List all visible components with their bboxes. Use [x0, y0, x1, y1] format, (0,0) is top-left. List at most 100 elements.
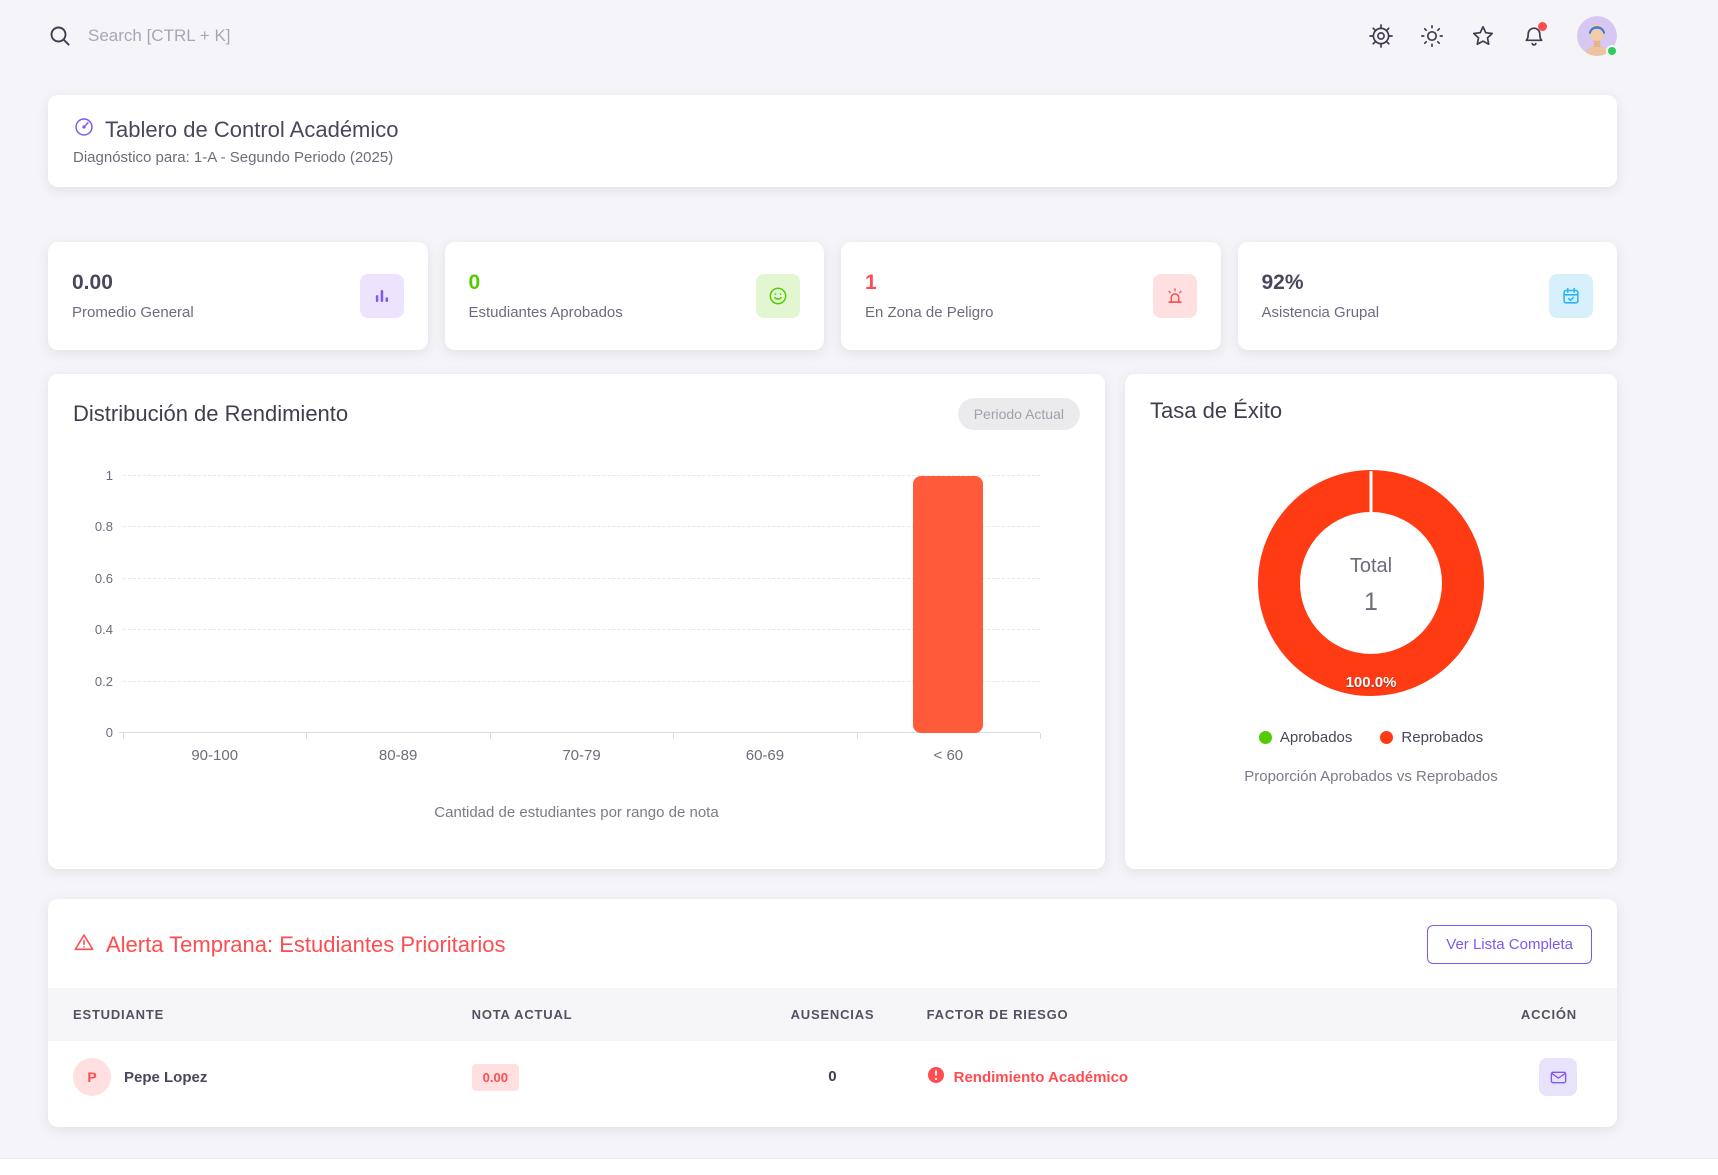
y-axis-tick-label: 0	[105, 725, 113, 740]
axis-tick	[673, 733, 675, 739]
warning-triangle-icon	[73, 931, 95, 959]
grade-badge: 0.00	[471, 1063, 519, 1091]
footer-strip	[0, 1159, 1718, 1175]
performance-chart-card: Distribución de Rendimiento Periodo Actu…	[48, 374, 1105, 869]
bar-slot	[490, 476, 673, 733]
smiley-icon	[756, 274, 800, 318]
star-icon[interactable]	[1471, 24, 1495, 48]
donut-center-value: 1	[1364, 587, 1378, 616]
x-axis-labels: 90-100 80-89 70-79 60-69 < 60	[123, 747, 1040, 764]
col-nota-actual: Nota Actual	[471, 1007, 573, 1022]
bar-chart: 0 0.2 0.4 0.6 0.8 1 90-100 80-89 70-79 60-69 < 60	[83, 468, 1041, 764]
y-axis-tick-label: 1	[105, 468, 113, 483]
axis-tick	[856, 733, 858, 739]
search-input[interactable]	[88, 26, 428, 46]
col-accion: Acción	[1520, 1007, 1577, 1022]
stat-card-asistencia: 92% Asistencia Grupal	[1237, 242, 1617, 350]
bar-slot	[857, 476, 1040, 733]
charts-row: Distribución de Rendimiento Periodo Actu…	[48, 374, 1617, 869]
stat-value: 0.00	[72, 271, 113, 294]
gridline	[123, 577, 1040, 579]
notifications-bell-icon[interactable]	[1522, 22, 1547, 48]
col-estudiante: Estudiante	[73, 1007, 165, 1022]
topbar-actions	[1369, 16, 1618, 57]
search-icon[interactable]	[48, 24, 72, 48]
settings-gear-icon[interactable]	[1369, 24, 1393, 48]
bar-slot	[673, 476, 856, 733]
global-search[interactable]	[48, 24, 428, 48]
priority-students-table: Estudiante Nota Actual Ausencias Factor …	[48, 988, 1617, 1113]
table-row[interactable]: P Pepe Lopez 0.00 0	[48, 1041, 1617, 1113]
bar-slot	[306, 476, 489, 733]
bar	[913, 476, 984, 733]
axis-tick	[489, 733, 491, 739]
alert-title: Alerta Temprana: Estudiantes Prioritario…	[106, 931, 506, 957]
gauge-icon	[73, 116, 95, 143]
y-axis-tick-label: 0.4	[94, 622, 113, 638]
stat-card-peligro: 1 En Zona de Peligro	[841, 242, 1221, 350]
donut-chart: Total 1 100.0%	[1256, 468, 1486, 703]
calendar-check-icon	[1549, 274, 1593, 318]
absences-value: 0	[828, 1068, 837, 1085]
student-avatar: P	[73, 1058, 111, 1096]
stat-value: 1	[865, 271, 877, 294]
stat-card-promedio: 0.00 Promedio General	[48, 242, 428, 350]
gridline	[123, 475, 1040, 476]
period-badge: Periodo Actual	[957, 398, 1080, 430]
page-subtitle: Diagnóstico para: 1-A - Segundo Periodo …	[73, 149, 394, 166]
send-mail-button[interactable]	[1539, 1058, 1577, 1096]
legend-dot-red	[1380, 731, 1394, 744]
early-alert-card: Alerta Temprana: Estudiantes Prioritario…	[48, 899, 1617, 1127]
risk-factor-label: Rendimiento Académico	[953, 1068, 1129, 1086]
col-ausencias: Ausencias	[790, 1007, 875, 1022]
bars-layer	[123, 476, 1040, 733]
x-axis-category-label: 70-79	[562, 747, 601, 764]
y-axis-tick-label: 0.6	[94, 570, 113, 586]
y-axis-tick-label: 0.8	[94, 519, 113, 535]
stat-label: Asistencia Grupal	[1261, 304, 1380, 321]
chart-title: Distribución de Rendimiento	[73, 401, 349, 426]
stat-label: En Zona de Peligro	[865, 304, 994, 321]
legend-dot-green	[1258, 731, 1272, 744]
gridline	[123, 629, 1040, 631]
donut-percent-label: 100.0%	[1345, 674, 1397, 691]
legend-label: Aprobados	[1279, 729, 1353, 746]
dashboard-page: Tablero de Control Académico Diagnóstico…	[48, 16, 1618, 1127]
bar-chart-icon	[359, 274, 404, 318]
stat-label: Promedio General	[72, 304, 194, 321]
legend-label: Reprobados	[1401, 729, 1484, 746]
donut-center-label: Total	[1349, 554, 1393, 577]
axis-tick	[1040, 733, 1041, 739]
chart-caption: Cantidad de estudiantes por rango de not…	[434, 804, 719, 821]
siren-icon	[1152, 274, 1197, 318]
page-header-card: Tablero de Control Académico Diagnóstico…	[48, 95, 1617, 187]
x-axis-category-label: 80-89	[378, 747, 418, 764]
view-full-list-button[interactable]: Ver Lista Completa	[1427, 925, 1592, 964]
page-title: Tablero de Control Académico	[105, 116, 399, 142]
x-axis-category-label: 90-100	[191, 747, 239, 764]
donut-center: Total 1	[1256, 468, 1486, 703]
bar-slot	[123, 476, 306, 733]
donut-legend: Aprobados Reprobados	[1150, 729, 1592, 746]
axis-tick	[306, 733, 308, 739]
donut-caption: Proporción Aprobados vs Reprobados	[1244, 768, 1498, 785]
x-axis-category-label: < 60	[933, 747, 964, 764]
bar-plot: 0 0.2 0.4 0.6 0.8 1	[95, 468, 1041, 740]
theme-sun-icon[interactable]	[1420, 24, 1444, 48]
online-status-dot	[1606, 45, 1618, 57]
alert-circle-icon	[927, 1066, 945, 1088]
legend-item-reprobados[interactable]: Reprobados	[1380, 729, 1483, 746]
x-axis-category-label: 60-69	[745, 747, 785, 764]
legend-item-aprobados[interactable]: Aprobados	[1258, 729, 1353, 746]
success-rate-card: Tasa de Éxito Total 1 100.0% Aprobados	[1125, 374, 1617, 869]
donut-title: Tasa de Éxito	[1150, 398, 1283, 423]
stat-card-aprobados: 0 Estudiantes Aprobados	[444, 242, 824, 350]
stat-value: 0	[468, 271, 481, 294]
axis-tick	[123, 733, 124, 739]
table-header-row: Estudiante Nota Actual Ausencias Factor …	[48, 988, 1617, 1041]
alert-title-row: Alerta Temprana: Estudiantes Prioritario…	[73, 931, 505, 959]
stats-row: 0.00 Promedio General 0 Estudiantes Apro…	[48, 242, 1617, 350]
x-axis-line	[119, 732, 1040, 733]
gridline	[123, 680, 1040, 682]
user-avatar[interactable]	[1577, 16, 1618, 57]
